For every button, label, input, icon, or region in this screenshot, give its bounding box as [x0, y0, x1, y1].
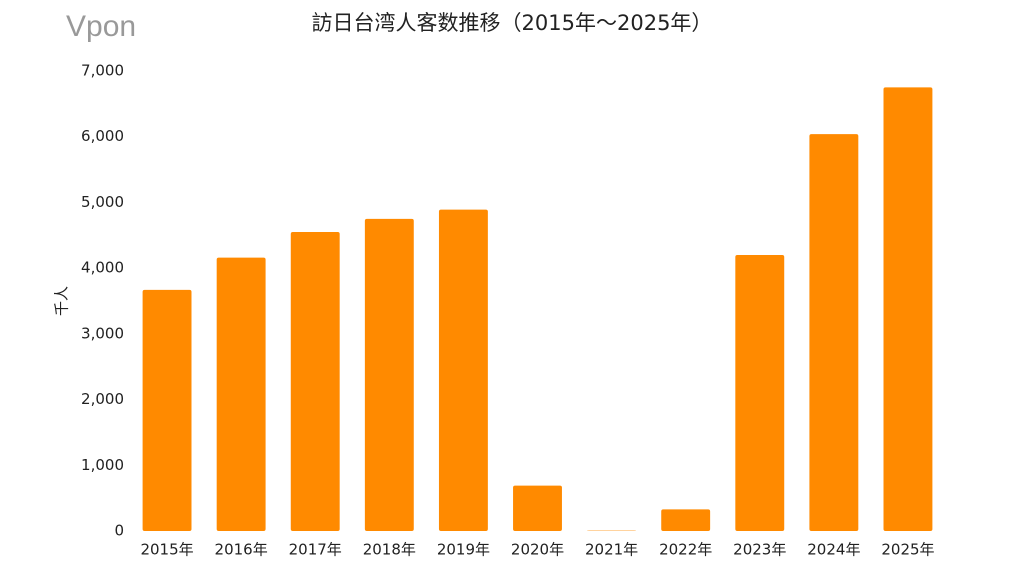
chart-title: 訪日台湾人客数推移（2015年～2025年）: [312, 11, 713, 35]
bar: [883, 87, 933, 531]
y-tick-label: 1,000: [81, 456, 124, 474]
y-tick-label: 0: [114, 522, 124, 540]
y-tick-label: 2,000: [81, 390, 124, 408]
y-tick-label: 4,000: [81, 259, 124, 277]
bar: [290, 232, 340, 531]
x-tick-label: 2018年: [363, 541, 416, 559]
bar: [142, 289, 192, 531]
y-axis-label: 千人: [53, 286, 71, 316]
bar: [661, 509, 711, 531]
bar: [438, 209, 488, 531]
x-tick-label: 2015年: [140, 541, 193, 559]
bar: [735, 255, 785, 531]
logo: Vpon: [66, 10, 136, 43]
x-tick-label: 2021年: [585, 541, 638, 559]
x-tick-label: 2024年: [807, 541, 860, 559]
x-tick-label: 2023年: [733, 541, 786, 559]
bar: [809, 134, 859, 532]
x-tick-label: 2016年: [215, 541, 268, 559]
y-tick-label: 6,000: [81, 127, 124, 145]
x-tick-label: 2022年: [659, 541, 712, 559]
x-tick-label: 2017年: [289, 541, 342, 559]
x-tick-label: 2019年: [437, 541, 490, 559]
bar: [513, 485, 562, 531]
y-tick-label: 3,000: [81, 324, 124, 342]
bar: [364, 218, 414, 531]
x-tick-label: 2025年: [881, 541, 934, 559]
bar: [216, 257, 266, 531]
y-tick-label: 7,000: [81, 62, 124, 80]
y-tick-label: 5,000: [81, 193, 124, 211]
x-tick-label: 2020年: [511, 541, 564, 559]
